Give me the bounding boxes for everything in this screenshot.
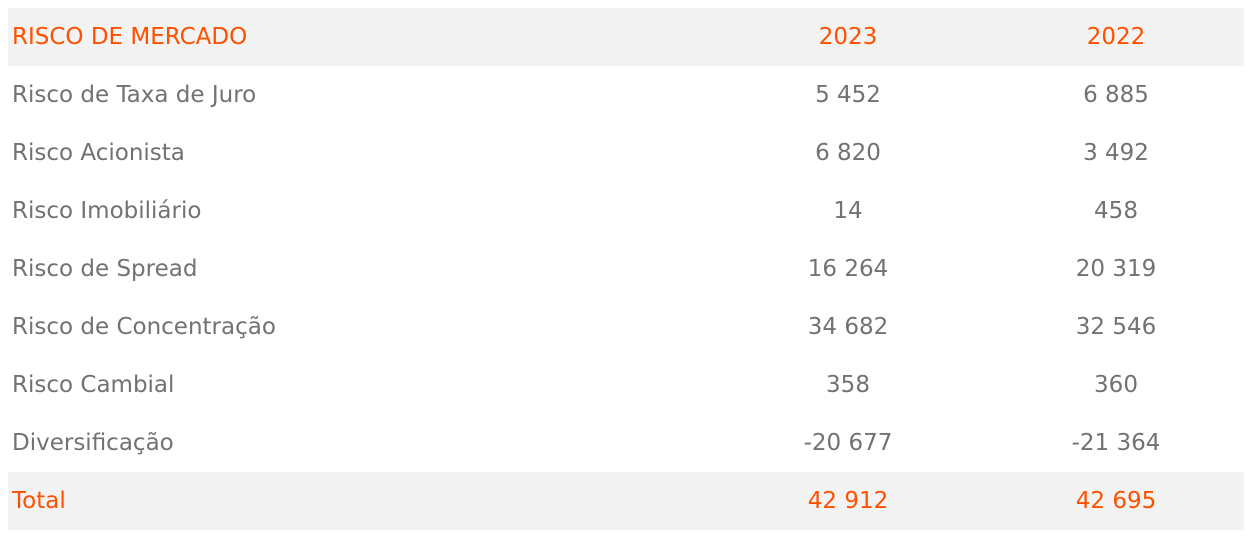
- table-row: Risco Acionista 6 820 3 492: [8, 124, 1244, 182]
- row-label: Risco de Concentração: [12, 314, 276, 340]
- table-row: Risco Cambial 358 360: [8, 356, 1244, 414]
- row-label: Risco Acionista: [12, 140, 185, 166]
- row-label: Risco de Taxa de Juro: [12, 82, 257, 108]
- table-row: Risco de Spread 16 264 20 319: [8, 240, 1244, 298]
- row-label: Diversificação: [12, 430, 174, 456]
- row-value-2023: 16 264: [807, 256, 889, 282]
- total-label: Total: [12, 488, 66, 514]
- header-label: RISCO DE MERCADO: [12, 24, 248, 50]
- row-value-2023: 34 682: [807, 314, 889, 340]
- row-value-2023: 6 820: [815, 140, 881, 166]
- table-row: Risco de Taxa de Juro 5 452 6 885: [8, 66, 1244, 124]
- table-row: Risco de Concentração 34 682 32 546: [8, 298, 1244, 356]
- row-value-2022: 32 546: [1075, 314, 1157, 340]
- total-value-2022: 42 695: [1075, 488, 1157, 514]
- row-value-2022: 3 492: [1083, 140, 1149, 166]
- row-label: Risco de Spread: [12, 256, 198, 282]
- row-label: Risco Cambial: [12, 372, 175, 398]
- row-value-2023: 14: [833, 198, 863, 224]
- row-value-2022: 20 319: [1075, 256, 1157, 282]
- row-value-2022: 6 885: [1083, 82, 1149, 108]
- table-total-row: Total 42 912 42 695: [8, 472, 1244, 530]
- row-value-2022: 458: [1094, 198, 1138, 224]
- row-label: Risco Imobiliário: [12, 198, 202, 224]
- row-value-2023: 5 452: [815, 82, 881, 108]
- row-value-2022: -21 364: [1071, 430, 1161, 456]
- market-risk-table: RISCO DE MERCADO 2023 2022 Risco de Taxa…: [8, 8, 1244, 530]
- header-year-2023: 2023: [818, 24, 878, 50]
- row-value-2023: 358: [826, 372, 870, 398]
- header-year-2022: 2022: [1086, 24, 1146, 50]
- table-header-row: RISCO DE MERCADO 2023 2022: [8, 8, 1244, 66]
- table-row: Risco Imobiliário 14 458: [8, 182, 1244, 240]
- row-value-2023: -20 677: [803, 430, 893, 456]
- row-value-2022: 360: [1094, 372, 1138, 398]
- table-row: Diversificação -20 677 -21 364: [8, 414, 1244, 472]
- total-value-2023: 42 912: [807, 488, 889, 514]
